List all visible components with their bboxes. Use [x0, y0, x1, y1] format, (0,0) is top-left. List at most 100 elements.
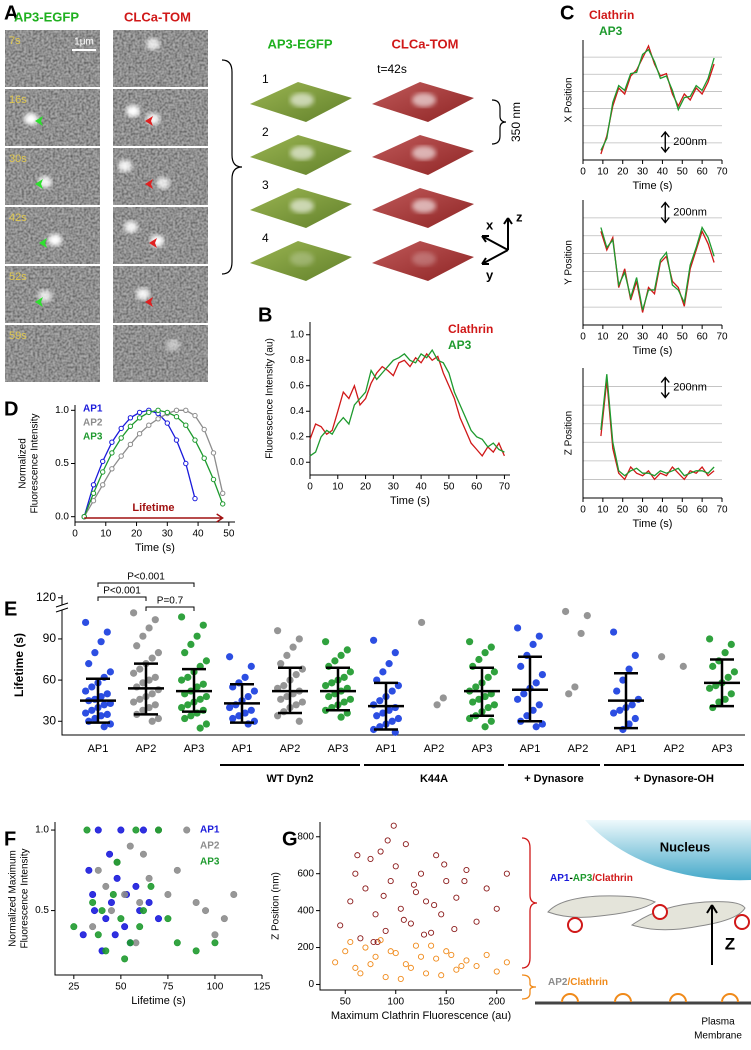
point: [532, 723, 540, 731]
point: [379, 709, 387, 717]
surface-peak: [290, 93, 314, 107]
legend-label: Clathrin: [448, 322, 493, 336]
x-tick-label: 70: [716, 167, 728, 178]
point: [400, 916, 407, 923]
x-tick-label: 20: [131, 529, 143, 540]
y-axis-title: Lifetime (s): [12, 633, 26, 697]
group-label: + Dynasore-OH: [634, 773, 714, 785]
time-label: 42s: [9, 212, 27, 224]
series-line: [309, 352, 505, 457]
point: [487, 717, 495, 725]
point: [132, 882, 140, 890]
brace: [491, 99, 507, 145]
y-axis-title: Normalized Maximum: [8, 850, 19, 947]
fluorescent-spot: [136, 288, 150, 300]
point: [514, 695, 522, 703]
point: [631, 714, 639, 723]
point: [385, 660, 393, 668]
point: [433, 852, 440, 859]
point: [85, 660, 93, 668]
x-tick-label: AP1: [232, 743, 253, 755]
point: [417, 953, 425, 960]
membrane-label: Plasma: [701, 1017, 735, 1028]
point: [202, 657, 210, 665]
complex-label: AP1-AP3/Clathrin: [550, 873, 633, 884]
x-tick-label: 50: [223, 529, 235, 540]
brace: [521, 974, 537, 1000]
axis: [61, 595, 745, 736]
point: [184, 673, 192, 681]
point: [453, 966, 460, 973]
point: [70, 923, 78, 931]
x-tick-label: 0: [72, 529, 78, 540]
point: [565, 690, 573, 698]
x-tick-label: 10: [332, 482, 344, 493]
point: [121, 923, 129, 931]
point: [422, 898, 430, 905]
point: [631, 651, 639, 659]
micrograph: [5, 325, 100, 382]
point: [342, 948, 349, 955]
point: [298, 698, 306, 706]
point: [724, 673, 732, 681]
legend-label: AP3: [200, 857, 220, 868]
brace: [221, 59, 243, 275]
surface-peak: [412, 146, 436, 160]
point: [721, 649, 729, 657]
legend-label: AP1: [200, 825, 220, 836]
point: [469, 698, 477, 706]
point: [583, 611, 591, 620]
point: [85, 866, 93, 874]
x-tick-label: 70: [499, 482, 511, 493]
y-axis-title: X Position: [564, 77, 575, 122]
x-tick-label: 60: [697, 505, 709, 516]
x-tick-label: 40: [193, 529, 205, 540]
y-tick-label: 1.0: [290, 329, 304, 340]
x-tick-label: 50: [677, 332, 689, 343]
point: [148, 717, 156, 725]
surface-title: CLCa-TOM: [392, 36, 459, 51]
point: [139, 850, 147, 858]
point: [117, 826, 125, 834]
point: [283, 651, 291, 659]
point: [367, 855, 374, 862]
point: [94, 866, 102, 874]
x-tick-label: 0: [580, 167, 586, 178]
point: [136, 899, 144, 907]
point: [619, 676, 627, 684]
complex-label: AP2/Clathrin: [548, 977, 608, 988]
point: [417, 870, 425, 877]
significance-bracket: [145, 606, 195, 611]
point: [173, 939, 181, 947]
z-label: Z: [725, 934, 735, 953]
x-tick-label: 30: [637, 505, 649, 516]
legend-label: AP3: [448, 338, 472, 352]
point: [250, 687, 258, 695]
point: [715, 698, 723, 706]
point: [610, 628, 618, 636]
x-tick-label: 50: [443, 482, 455, 493]
x-tick-label: 0: [307, 482, 313, 493]
point: [448, 951, 455, 958]
y-tick-label: 1.0: [35, 825, 49, 836]
point: [82, 687, 90, 695]
point: [562, 607, 570, 616]
point: [443, 948, 450, 955]
point: [387, 878, 394, 885]
point: [145, 676, 153, 684]
y-tick-label: 0: [308, 979, 314, 990]
point: [473, 962, 480, 970]
point: [402, 841, 409, 848]
x-tick-label: 50: [340, 997, 352, 1008]
point: [610, 709, 618, 717]
point: [139, 706, 147, 714]
point: [192, 947, 200, 955]
scale-arrow: [660, 201, 670, 224]
panel-label: B: [258, 304, 272, 326]
point: [151, 701, 159, 709]
point: [463, 957, 470, 964]
point: [274, 627, 282, 635]
x-tick-label: 125: [254, 982, 271, 993]
x-tick-label: AP1: [520, 743, 541, 755]
